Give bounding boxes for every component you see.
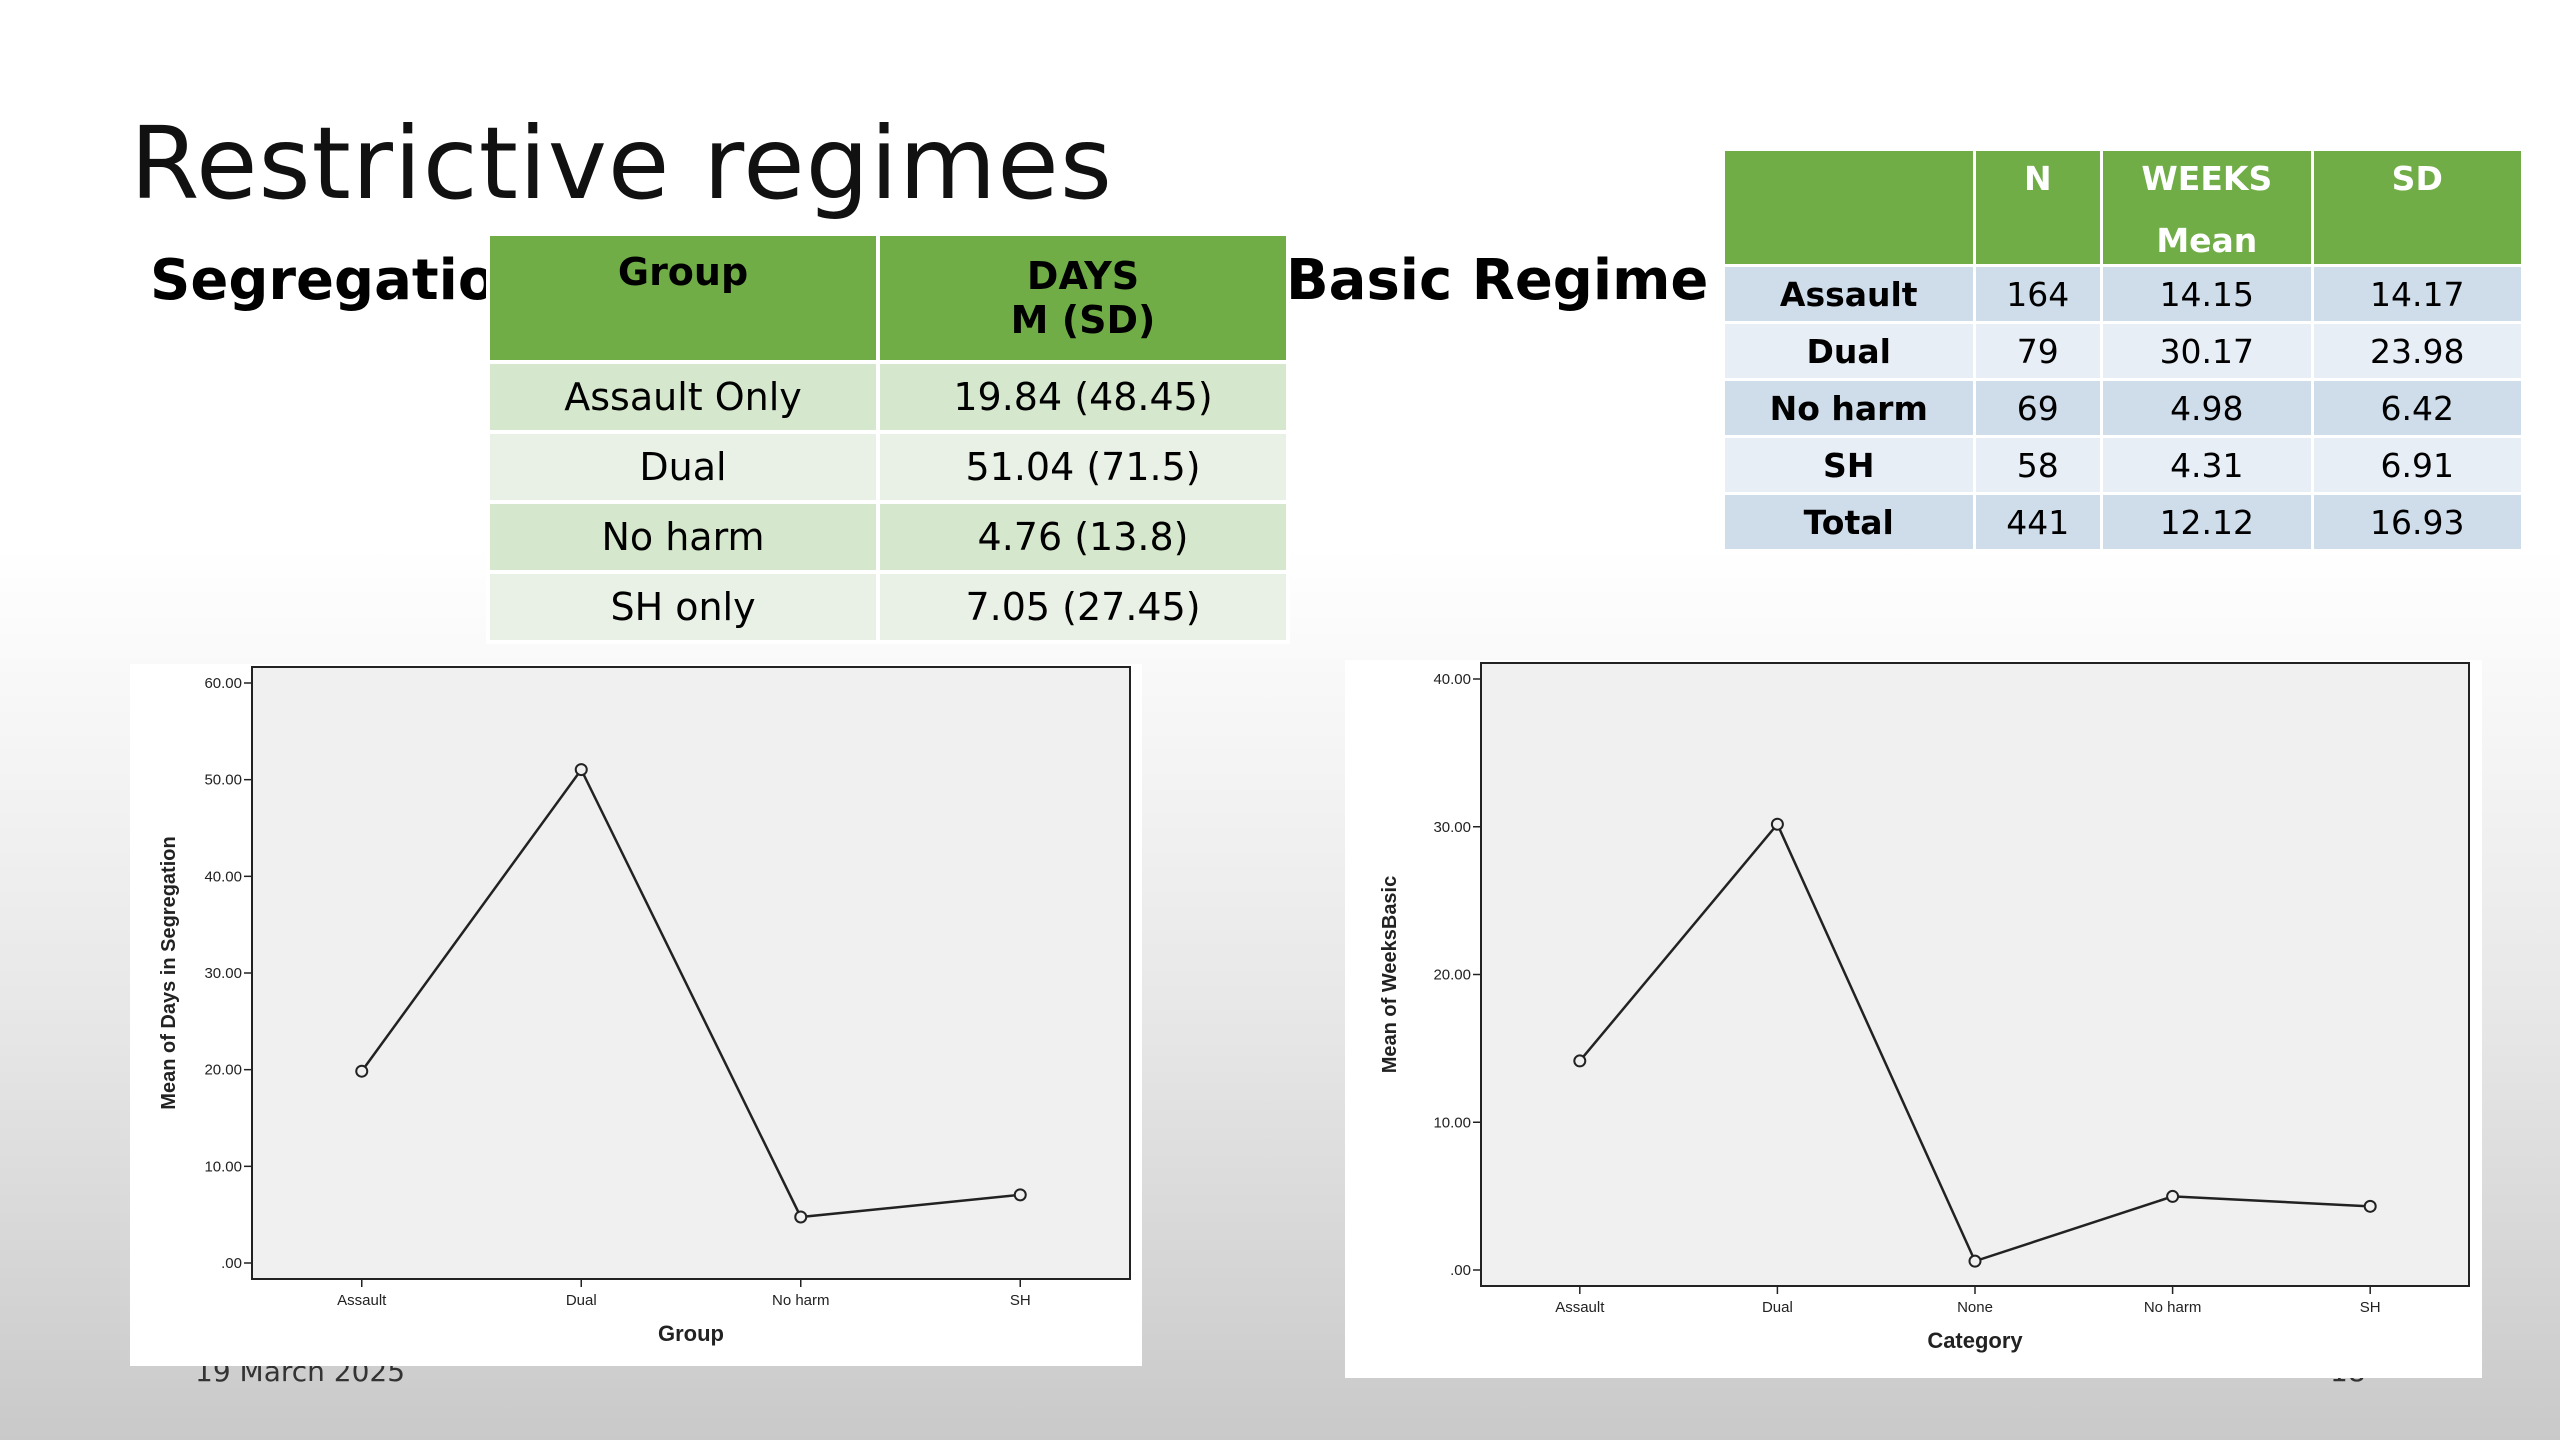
x-tick-label: None (1957, 1299, 1993, 1316)
series-line (360, 767, 1021, 1219)
header-days-line1: DAYS (1026, 254, 1140, 298)
x-axis-label: Group (658, 1321, 724, 1346)
x-tick-label: SH (1010, 1292, 1031, 1309)
table-cell-value: 4.76 (13.8) (876, 500, 1290, 574)
data-point (2363, 1199, 2377, 1213)
y-tick-label: 60.00 (204, 675, 242, 692)
table-cell-n: 79 (1972, 321, 2104, 381)
table-cell-n: 164 (1972, 264, 2104, 324)
basic-regime-line-chart: .00 10.00 20.00 30.00 40.00 Assault Dual None No… (1379, 662, 2470, 1353)
x-tick-label: No harm (2144, 1299, 2202, 1316)
header-weeks-line2: Mean (2156, 221, 2258, 260)
x-tick-label: SH (2360, 1299, 2381, 1316)
x-axis-label: Category (1927, 1328, 2023, 1353)
y-tick-label: 40.00 (1433, 671, 1471, 688)
data-point (2166, 1189, 2180, 1203)
y-tick-label: 20.00 (1433, 967, 1471, 984)
table-row: Assault Only 19.84 (48.45) (485, 360, 1290, 434)
segregation-label: Segregation (150, 248, 537, 313)
table-cell-group: SH only (485, 570, 881, 644)
table-cell-n: 441 (1972, 492, 2104, 552)
basic-regime-table: N WEEKS Mean SD Assault 164 14.15 14.17 … (1722, 148, 2525, 552)
table-row: No harm 4.76 (13.8) (485, 500, 1290, 574)
table-row: Dual 79 30.17 23.98 (1722, 321, 2525, 381)
data-point (574, 763, 588, 777)
table-cell-mean: 4.98 (2100, 378, 2314, 438)
table-row: No harm 69 4.98 6.42 (1722, 378, 2525, 438)
basic-regime-label: Basic Regime (1286, 248, 1709, 313)
y-tick-label: 30.00 (1433, 819, 1471, 836)
table-row: Assault 164 14.15 14.17 (1722, 264, 2525, 324)
header-group: Group (485, 232, 881, 364)
table-cell-group: Dual (485, 430, 881, 504)
data-point (1770, 817, 1784, 831)
plot-area (1480, 662, 2470, 1287)
data-point (355, 1064, 369, 1078)
header-days-line2: M (SD) (1010, 298, 1156, 342)
data-point (794, 1210, 808, 1224)
plot-area (251, 666, 1131, 1280)
y-axis-label: Mean of WeeksBasic (1379, 876, 1401, 1074)
header-n: N (1972, 148, 2104, 267)
table-cell-category: Assault (1722, 264, 1976, 324)
header-blank (1722, 148, 1976, 267)
segregation-table: Group DAYS M (SD) Assault Only 19.84 (48… (485, 232, 1290, 644)
table-cell-sd: 6.91 (2310, 435, 2525, 495)
table-cell-mean: 14.15 (2100, 264, 2314, 324)
table-cell-value: 19.84 (48.45) (876, 360, 1290, 434)
y-tick-label: 30.00 (204, 965, 242, 982)
table-cell-n: 69 (1972, 378, 2104, 438)
table-cell-value: 7.05 (27.45) (876, 570, 1290, 644)
table-row: Dual 51.04 (71.5) (485, 430, 1290, 504)
table-row: SH only 7.05 (27.45) (485, 570, 1290, 644)
table-row: SH 58 4.31 6.91 (1722, 435, 2525, 495)
table-cell-category: Total (1722, 492, 1976, 552)
header-days: DAYS M (SD) (876, 232, 1290, 364)
header-weeks: WEEKS Mean (2100, 148, 2314, 267)
table-cell-group: Assault Only (485, 360, 881, 434)
y-tick-label: 50.00 (204, 772, 242, 789)
x-tick-label: Dual (566, 1292, 597, 1309)
table-cell-n: 58 (1972, 435, 2104, 495)
y-axis-label: Mean of Days in Segregation (158, 836, 180, 1109)
data-point (1968, 1254, 1982, 1268)
table-cell-sd: 23.98 (2310, 321, 2525, 381)
y-tick-label: 10.00 (1433, 1114, 1471, 1131)
basic-regime-chart-panel: .00 10.00 20.00 30.00 40.00 Assault Dual None No… (1345, 660, 2482, 1378)
slide-title: Restrictive regimes (130, 105, 1113, 222)
table-cell-mean: 30.17 (2100, 321, 2314, 381)
table-cell-mean: 4.31 (2100, 435, 2314, 495)
segregation-chart-panel: .00 10.00 20.00 30.00 40.00 50.00 60.00 Assault… (130, 664, 1142, 1366)
table-cell-category: SH (1722, 435, 1976, 495)
y-tick-label: .00 (221, 1255, 242, 1272)
header-sd: SD (2310, 148, 2525, 267)
x-tick-label: Assault (337, 1292, 387, 1309)
table-cell-category: No harm (1722, 378, 1976, 438)
x-tick-label: Dual (1762, 1299, 1793, 1316)
y-tick-label: 40.00 (204, 868, 242, 885)
y-tick-label: .00 (1450, 1262, 1471, 1279)
segregation-line-chart: .00 10.00 20.00 30.00 40.00 50.00 60.00 Assault… (158, 666, 1131, 1346)
data-point (1013, 1188, 1027, 1202)
table-cell-sd: 16.93 (2310, 492, 2525, 552)
table-cell-sd: 6.42 (2310, 378, 2525, 438)
y-tick-label: 10.00 (204, 1158, 242, 1175)
table-row: Total 441 12.12 16.93 (1722, 492, 2525, 552)
table-cell-mean: 12.12 (2100, 492, 2314, 552)
header-weeks-line1: WEEKS (2141, 159, 2273, 198)
table-cell-value: 51.04 (71.5) (876, 430, 1290, 504)
x-tick-label: No harm (772, 1292, 830, 1309)
table-cell-group: No harm (485, 500, 881, 574)
y-tick-label: 20.00 (204, 1062, 242, 1079)
table-cell-sd: 14.17 (2310, 264, 2525, 324)
data-point (1573, 1054, 1587, 1068)
table-cell-category: Dual (1722, 321, 1976, 381)
x-tick-label: Assault (1555, 1299, 1605, 1316)
